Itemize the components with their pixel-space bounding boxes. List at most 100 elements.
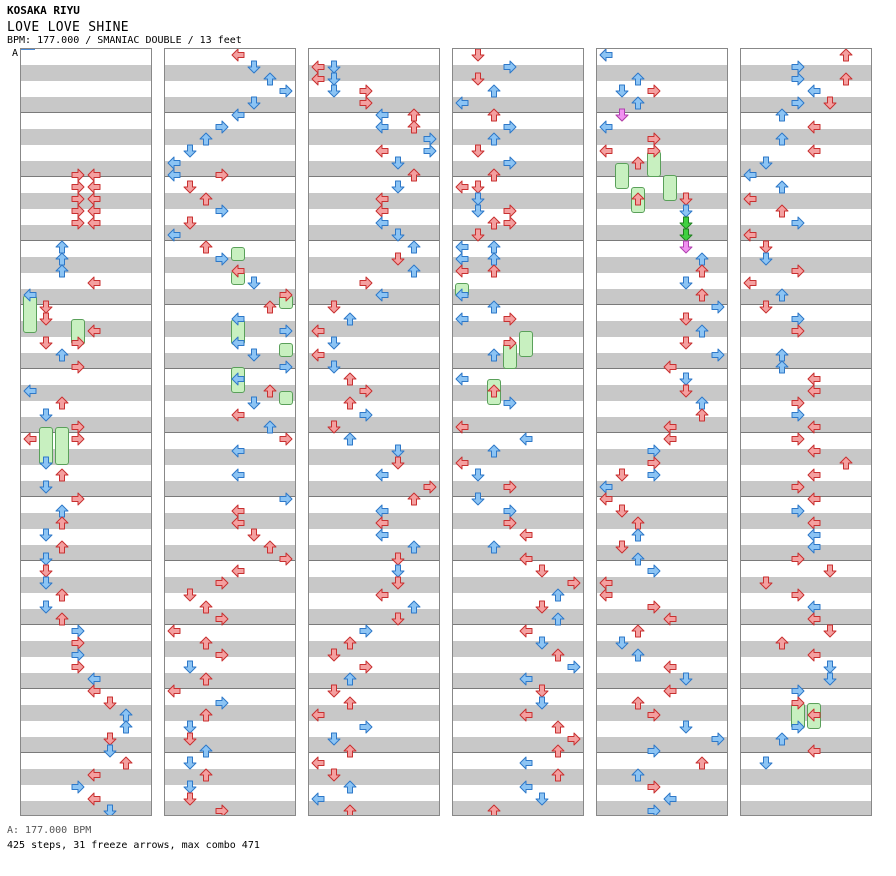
down-arrow-icon — [679, 216, 693, 230]
measure-line — [165, 752, 295, 753]
down-arrow-icon — [823, 624, 837, 638]
left-arrow-icon — [663, 432, 677, 446]
up-arrow-icon — [343, 780, 357, 794]
down-arrow-icon — [759, 300, 773, 314]
right-arrow-icon — [71, 648, 85, 662]
up-arrow-icon — [343, 372, 357, 386]
measure-line — [453, 752, 583, 753]
left-arrow-icon — [167, 156, 181, 170]
right-arrow-icon — [359, 84, 373, 98]
right-arrow-icon — [359, 384, 373, 398]
measure-line — [597, 624, 727, 625]
down-arrow-icon — [327, 360, 341, 374]
down-arrow-icon — [391, 456, 405, 470]
left-arrow-icon — [807, 648, 821, 662]
left-arrow-icon — [455, 252, 469, 266]
right-arrow-icon — [503, 120, 517, 134]
freeze-arrow — [279, 391, 293, 405]
down-arrow-icon — [183, 144, 197, 158]
right-arrow-icon — [503, 504, 517, 518]
up-arrow-icon — [263, 420, 277, 434]
right-arrow-icon — [711, 300, 725, 314]
right-arrow-icon — [279, 288, 293, 302]
left-arrow-icon — [519, 780, 533, 794]
right-arrow-icon — [71, 492, 85, 506]
measure-line — [741, 368, 871, 369]
up-arrow-icon — [55, 264, 69, 278]
left-arrow-icon — [167, 168, 181, 182]
down-arrow-icon — [535, 636, 549, 650]
down-arrow-icon — [183, 792, 197, 806]
down-arrow-icon — [183, 180, 197, 194]
left-arrow-icon — [455, 312, 469, 326]
up-arrow-icon — [551, 612, 565, 626]
down-arrow-icon — [247, 96, 261, 110]
measure-line — [21, 432, 151, 433]
measure-line — [597, 432, 727, 433]
down-arrow-icon — [679, 312, 693, 326]
right-arrow-icon — [503, 60, 517, 74]
measure-line — [21, 496, 151, 497]
right-arrow-icon — [423, 144, 437, 158]
right-arrow-icon — [791, 324, 805, 338]
left-arrow-icon — [807, 528, 821, 542]
up-arrow-icon — [775, 108, 789, 122]
up-arrow-icon — [199, 192, 213, 206]
down-arrow-icon — [391, 228, 405, 242]
down-arrow-icon — [679, 384, 693, 398]
left-arrow-icon — [743, 192, 757, 206]
up-arrow-icon — [55, 468, 69, 482]
measure-line — [453, 240, 583, 241]
measure-line — [597, 496, 727, 497]
right-arrow-icon — [567, 660, 581, 674]
freeze-arrow — [519, 331, 533, 357]
down-arrow-icon — [39, 480, 53, 494]
chart-column-6 — [740, 48, 872, 816]
measure-line — [741, 240, 871, 241]
right-arrow-icon — [791, 588, 805, 602]
up-arrow-icon — [343, 312, 357, 326]
right-arrow-icon — [279, 84, 293, 98]
right-arrow-icon — [71, 192, 85, 206]
right-arrow-icon — [791, 264, 805, 278]
up-arrow-icon — [487, 444, 501, 458]
up-arrow-icon — [407, 492, 421, 506]
bpm-summary: A: 177.000 BPM — [7, 825, 92, 836]
down-arrow-icon — [471, 468, 485, 482]
down-arrow-icon — [103, 732, 117, 746]
measure-line — [453, 624, 583, 625]
down-arrow-icon — [327, 60, 341, 74]
right-arrow-icon — [647, 84, 661, 98]
up-arrow-icon — [343, 744, 357, 758]
left-arrow-icon — [455, 240, 469, 254]
up-arrow-icon — [551, 744, 565, 758]
up-arrow-icon — [199, 768, 213, 782]
down-arrow-icon — [823, 96, 837, 110]
measure-line — [165, 240, 295, 241]
right-arrow-icon — [647, 744, 661, 758]
up-arrow-icon — [487, 804, 501, 815]
left-arrow-icon — [87, 204, 101, 218]
up-arrow-icon — [695, 288, 709, 302]
up-arrow-icon — [631, 528, 645, 542]
right-arrow-icon — [647, 468, 661, 482]
down-arrow-icon — [39, 336, 53, 350]
down-arrow-icon — [327, 648, 341, 662]
left-arrow-icon — [231, 444, 245, 458]
left-arrow-icon — [455, 264, 469, 278]
up-arrow-icon — [775, 636, 789, 650]
down-arrow-icon — [39, 456, 53, 470]
left-arrow-icon — [375, 528, 389, 542]
left-arrow-icon — [807, 708, 821, 722]
down-arrow-icon — [247, 60, 261, 74]
left-arrow-icon — [807, 420, 821, 434]
left-arrow-icon — [663, 360, 677, 374]
measure-line — [741, 176, 871, 177]
measure-line — [453, 304, 583, 305]
down-arrow-icon — [391, 444, 405, 458]
right-arrow-icon — [359, 660, 373, 674]
down-arrow-icon — [679, 372, 693, 386]
down-arrow-icon — [823, 672, 837, 686]
left-arrow-icon — [663, 660, 677, 674]
up-arrow-icon — [343, 672, 357, 686]
